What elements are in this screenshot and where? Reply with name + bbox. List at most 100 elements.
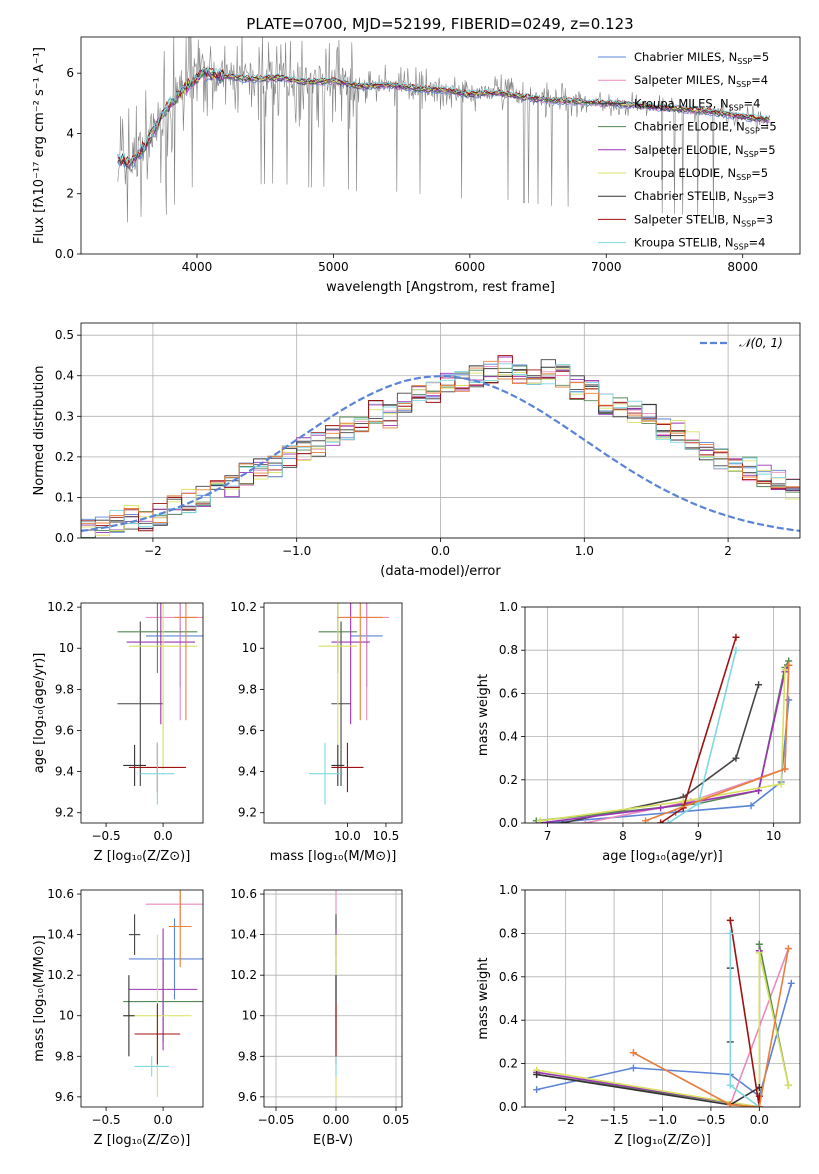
x-tick-label: 8000: [727, 260, 758, 274]
y-tick-label: 9.6: [55, 723, 74, 737]
x-tick-label: 10.5: [373, 829, 400, 843]
weight-line: [729, 920, 761, 1107]
histogram-series: [81, 360, 800, 538]
weight-line: [633, 948, 790, 1107]
x-tick-label: 5000: [318, 260, 349, 274]
y-tick-label: 0.2: [499, 1057, 518, 1071]
weight-marker: [747, 802, 755, 810]
legend-value: =5: [751, 166, 768, 180]
legend-value: =4: [744, 96, 761, 110]
weight-line: [539, 669, 786, 822]
legend-label: Kroupa ELODIE, NSSP=5: [634, 166, 768, 182]
y-axis-label: mass weight: [476, 957, 491, 1039]
legend-value: =5: [760, 120, 777, 134]
weight-marker: [642, 817, 650, 823]
legend-subscript: SSP: [736, 80, 751, 89]
y-tick-label: 10.2: [47, 600, 74, 614]
plot-area: [308, 603, 390, 805]
legend: Chabrier MILES, NSSP=5 Salpeter MILES, NS…: [598, 50, 777, 252]
weight-marker: [784, 1081, 792, 1089]
weight-marker: [536, 817, 544, 823]
x-axis-label: Z [log₁₀(Z/Z⊙)]: [94, 1133, 191, 1148]
weight-marker: [533, 1070, 541, 1078]
weight-marker: [726, 929, 734, 937]
weight-marker: [629, 1049, 637, 1057]
x-axis-label: Z [log₁₀(Z/Z⊙)]: [94, 849, 191, 864]
legend-subscript: SSP: [729, 103, 744, 112]
weight-marker: [664, 819, 672, 823]
x-axis-label: E(B-V): [313, 1133, 353, 1148]
legend-label: Salpeter ELODIE, NSSP=5: [634, 143, 776, 159]
y-tick-label: 10.6: [47, 887, 74, 901]
y-tick-label: 0.8: [499, 926, 518, 940]
y-tick-label: 0.4: [499, 730, 518, 744]
y-tick-label: 10.2: [230, 600, 257, 614]
x-tick-label: 0.0: [154, 1113, 173, 1127]
y-tick-label: 10.4: [47, 928, 74, 942]
weight-marker: [787, 979, 795, 987]
y-tick-label: 9.8: [238, 1049, 257, 1063]
x-tick-label: −2: [144, 544, 162, 558]
weight-marker: [755, 1103, 763, 1107]
figure-title: PLATE=0700, MJD=52199, FIBERID=0249, z=0…: [246, 15, 633, 33]
weight-marker: [781, 765, 789, 773]
y-tick-label: 9.2: [55, 806, 74, 820]
y-tick-label: 1.0: [499, 600, 518, 614]
weight-marker: [785, 661, 793, 669]
plot-area: [117, 603, 203, 805]
weight-marker: [732, 646, 740, 654]
legend-label: Chabrier ELODIE, NSSP=5: [634, 120, 777, 136]
x-tick-label: −0.5: [92, 1113, 121, 1127]
x-tick-label: 7: [544, 829, 552, 843]
y-tick-label: 9.8: [238, 682, 257, 696]
x-axis-label: (data-model)/error: [380, 564, 501, 579]
x-axis-label: wavelength [Angstrom, rest frame]: [326, 280, 555, 295]
panel-residuals: −2 −1.0 0.0 1.0 2 0.0 0.1 0.2 0.3 0.4 0.5 (data-mod…: [32, 322, 801, 579]
x-tick-label: 7000: [591, 260, 622, 274]
legend-label: Chabrier MILES, NSSP=5: [634, 50, 769, 66]
y-tick-label: 2: [66, 187, 74, 201]
x-tick-label: 10: [766, 829, 781, 843]
legend-subscript: SSP: [745, 127, 760, 136]
legend-label: Salpeter MILES, NSSP=4: [634, 73, 768, 89]
y-axis-label: mass [log₁₀(M/M⊙)]: [32, 935, 47, 1062]
weight-line: [540, 664, 790, 823]
y-tick-label: 0.0: [55, 531, 74, 545]
y-tick-label: 0.0: [55, 247, 74, 261]
y-tick-label: 10.2: [47, 968, 74, 982]
weight-line: [562, 684, 760, 823]
y-tick-label: 9.8: [55, 682, 74, 696]
plot-area: [533, 916, 795, 1107]
x-tick-label: 9: [694, 829, 702, 843]
weight-marker: [726, 916, 734, 924]
x-tick-label: 4000: [182, 260, 213, 274]
y-tick-label: 0.2: [55, 450, 74, 464]
x-tick-label: 1.0: [575, 544, 594, 558]
weight-marker: [732, 754, 740, 762]
plot-area: [532, 633, 793, 823]
weight-marker: [777, 780, 785, 788]
x-tick-label: 0.00: [323, 1113, 350, 1127]
legend-value: =5: [759, 143, 776, 157]
x-tick-label: 8: [619, 829, 627, 843]
x-tick-label: −0.05: [258, 1113, 295, 1127]
y-tick-label: 9.2: [238, 806, 257, 820]
weight-marker: [755, 949, 763, 957]
panel-spectrum: 4000 5000 6000 7000 8000 0.0 2 4 6 wavelength [An…: [32, 36, 801, 295]
panel-mass_vs_Z: −0.5 0.0 9.6 9.8 10 10.2 10.4 10.6 Z [log₁₀(Z/Z⊙…: [32, 887, 204, 1148]
normal-curve: [81, 375, 800, 532]
y-axis-label: Flux [fλ10⁻¹⁷ erg cm⁻² s⁻¹ A⁻¹]: [32, 47, 47, 244]
y-tick-label: 9.6: [55, 1090, 74, 1104]
y-tick-label: 10: [59, 641, 74, 655]
model-spectrum: [117, 65, 770, 164]
panels: 4000 5000 6000 7000 8000 0.0 2 4 6 wavelength [An…: [32, 36, 801, 1148]
weight-marker: [755, 681, 763, 689]
y-tick-label: 9.4: [238, 765, 257, 779]
legend-subscript: SSP: [736, 173, 751, 182]
axes-frame: [263, 602, 403, 824]
panel-age_vs_mass: 10.0 10.5 9.2 9.4 9.6 9.8 10 10.2 mass [log₁₀(M/…: [230, 600, 403, 864]
weight-line: [547, 699, 790, 823]
weight-marker: [581, 819, 589, 823]
weight-marker: [629, 1064, 637, 1072]
